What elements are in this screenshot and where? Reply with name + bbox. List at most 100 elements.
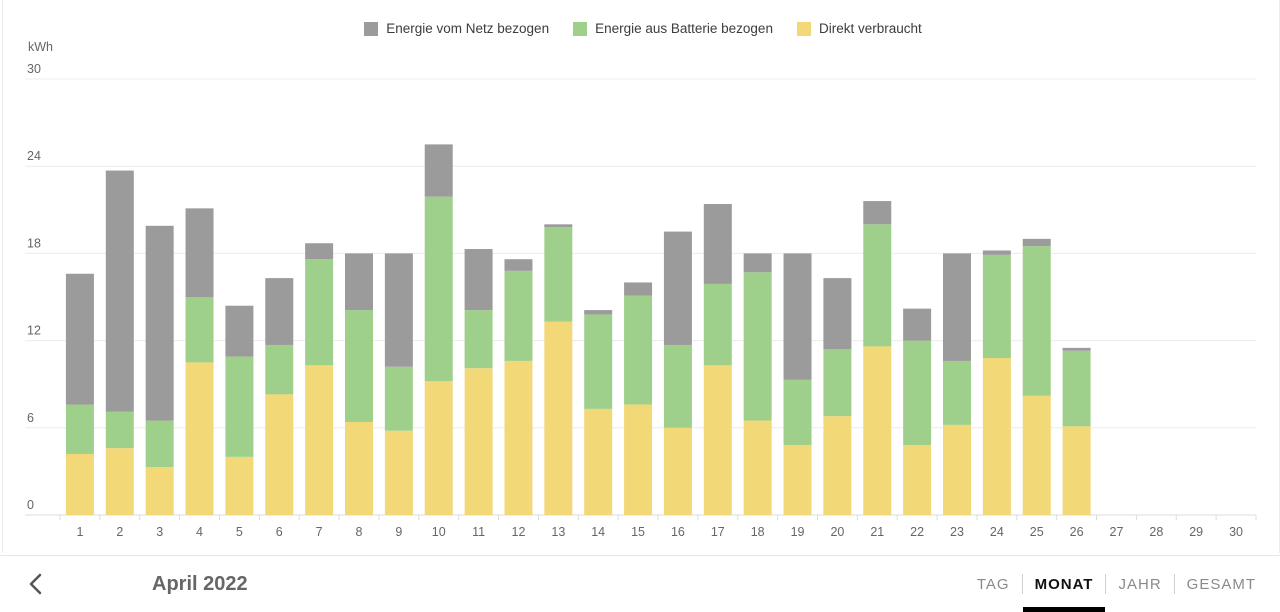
bar-segment[interactable] xyxy=(863,346,892,515)
bar-segment[interactable] xyxy=(1062,426,1091,515)
bar-segment[interactable] xyxy=(265,278,294,345)
bar-segment[interactable] xyxy=(943,424,971,515)
bar-segment[interactable] xyxy=(305,365,334,515)
x-tick-label: 27 xyxy=(1110,525,1124,539)
bar-segment[interactable] xyxy=(185,362,214,515)
bar-segment[interactable] xyxy=(584,310,613,315)
bar-segment[interactable] xyxy=(1022,238,1051,247)
bar-segment[interactable] xyxy=(1022,246,1051,396)
bar-segment[interactable] xyxy=(823,349,852,417)
bar-segment[interactable] xyxy=(943,253,971,361)
bar-segment[interactable] xyxy=(145,467,174,515)
legend-swatch-battery xyxy=(573,21,588,36)
bar-segment[interactable] xyxy=(185,208,214,297)
bar-segment[interactable] xyxy=(544,321,573,515)
bar-segment[interactable] xyxy=(703,283,732,366)
bar-segment[interactable] xyxy=(863,224,892,347)
bar-segment[interactable] xyxy=(982,358,1011,515)
bar-segment[interactable] xyxy=(424,381,453,515)
bar-segment[interactable] xyxy=(424,196,453,382)
previous-period-button[interactable] xyxy=(25,572,49,596)
bar-segment[interactable] xyxy=(65,273,94,405)
bar-segment[interactable] xyxy=(145,225,174,421)
x-tick-label: 5 xyxy=(236,525,243,539)
chart-card: 0 6 12 18 24 30 1 2 3 4 5 6 7 8 9 10 11 12 13 14 15 16 17 18 19 2… xyxy=(2,0,1280,553)
bar-segment[interactable] xyxy=(584,314,613,409)
bar-segment[interactable] xyxy=(663,427,692,515)
bar-segment[interactable] xyxy=(1022,395,1051,515)
legend-item-grid[interactable]: Energie vom Netz bezogen xyxy=(364,21,549,36)
x-tick-label: 10 xyxy=(432,525,446,539)
bar-segment[interactable] xyxy=(783,253,812,380)
bar-segment[interactable] xyxy=(663,231,692,345)
x-tick-label: 12 xyxy=(512,525,526,539)
bar-segment[interactable] xyxy=(464,310,493,369)
bar-segment[interactable] xyxy=(305,259,334,366)
bar-segment[interactable] xyxy=(584,408,613,515)
bar-segment[interactable] xyxy=(225,356,254,457)
bar-segment[interactable] xyxy=(464,368,493,515)
chart-legend: Energie vom Netz bezogen Energie aus Bat… xyxy=(3,21,1280,36)
bar-segment[interactable] xyxy=(105,411,134,449)
bar-segment[interactable] xyxy=(384,430,413,515)
x-tick-label: 3 xyxy=(156,525,163,539)
bar-segment[interactable] xyxy=(863,201,892,225)
legend-item-battery[interactable]: Energie aus Batterie bezogen xyxy=(573,21,773,36)
bar-segment[interactable] xyxy=(743,253,772,273)
bar-segment[interactable] xyxy=(305,243,334,260)
bar-segment[interactable] xyxy=(345,310,373,422)
tab-divider xyxy=(1021,574,1023,594)
bar-segment[interactable] xyxy=(1062,350,1091,427)
bar-segment[interactable] xyxy=(265,394,294,515)
bar-segment[interactable] xyxy=(265,344,294,395)
bar-segment[interactable] xyxy=(424,144,453,197)
bar-segment[interactable] xyxy=(624,404,653,515)
bar-segment[interactable] xyxy=(903,340,932,446)
bar-segment[interactable] xyxy=(943,360,971,425)
bar-segment[interactable] xyxy=(823,278,852,350)
tab-total[interactable]: GESAMT xyxy=(1186,575,1256,593)
bar-segment[interactable] xyxy=(743,420,772,515)
bar-segment[interactable] xyxy=(105,448,134,515)
tab-divider xyxy=(1173,574,1175,594)
bar-segment[interactable] xyxy=(504,259,533,271)
bar-segment[interactable] xyxy=(982,254,1011,359)
bar-segment[interactable] xyxy=(185,297,214,363)
bar-segment[interactable] xyxy=(624,282,653,296)
bar-segment[interactable] xyxy=(903,308,932,341)
x-tick-label: 17 xyxy=(711,525,725,539)
bar-segment[interactable] xyxy=(1062,347,1091,351)
x-tick-label: 11 xyxy=(472,525,485,539)
bar-segment[interactable] xyxy=(783,445,812,515)
bar-segment[interactable] xyxy=(504,270,533,361)
bar-segment[interactable] xyxy=(703,203,732,284)
bar-segment[interactable] xyxy=(384,366,413,431)
bar-segment[interactable] xyxy=(345,421,373,515)
bar-segment[interactable] xyxy=(544,227,573,322)
bar-segment[interactable] xyxy=(105,170,134,412)
bar-segment[interactable] xyxy=(703,365,732,515)
bar-segment[interactable] xyxy=(65,404,94,454)
tab-day[interactable]: TAG xyxy=(976,575,1010,593)
bar-segment[interactable] xyxy=(663,344,692,428)
bar-segment[interactable] xyxy=(504,360,533,515)
x-tick-label: 19 xyxy=(791,525,805,539)
bar-segment[interactable] xyxy=(743,272,772,421)
bar-segment[interactable] xyxy=(345,253,373,311)
bar-segment[interactable] xyxy=(225,456,254,515)
tab-year[interactable]: JAHR xyxy=(1118,575,1162,593)
bar-segment[interactable] xyxy=(145,420,174,468)
bar-segment[interactable] xyxy=(464,249,493,311)
tab-month[interactable]: MONAT xyxy=(1022,556,1106,612)
bar-segment[interactable] xyxy=(225,305,254,357)
bar-segment[interactable] xyxy=(903,445,932,515)
bar-segment[interactable] xyxy=(823,416,852,515)
bar-segment[interactable] xyxy=(982,250,1011,255)
bar-segment[interactable] xyxy=(384,253,413,367)
bar-segment[interactable] xyxy=(544,224,573,228)
bar-segment[interactable] xyxy=(783,379,812,446)
bar-segment[interactable] xyxy=(624,295,653,405)
legend-item-direct[interactable]: Direkt verbraucht xyxy=(796,21,922,36)
bar-segment[interactable] xyxy=(65,453,94,515)
